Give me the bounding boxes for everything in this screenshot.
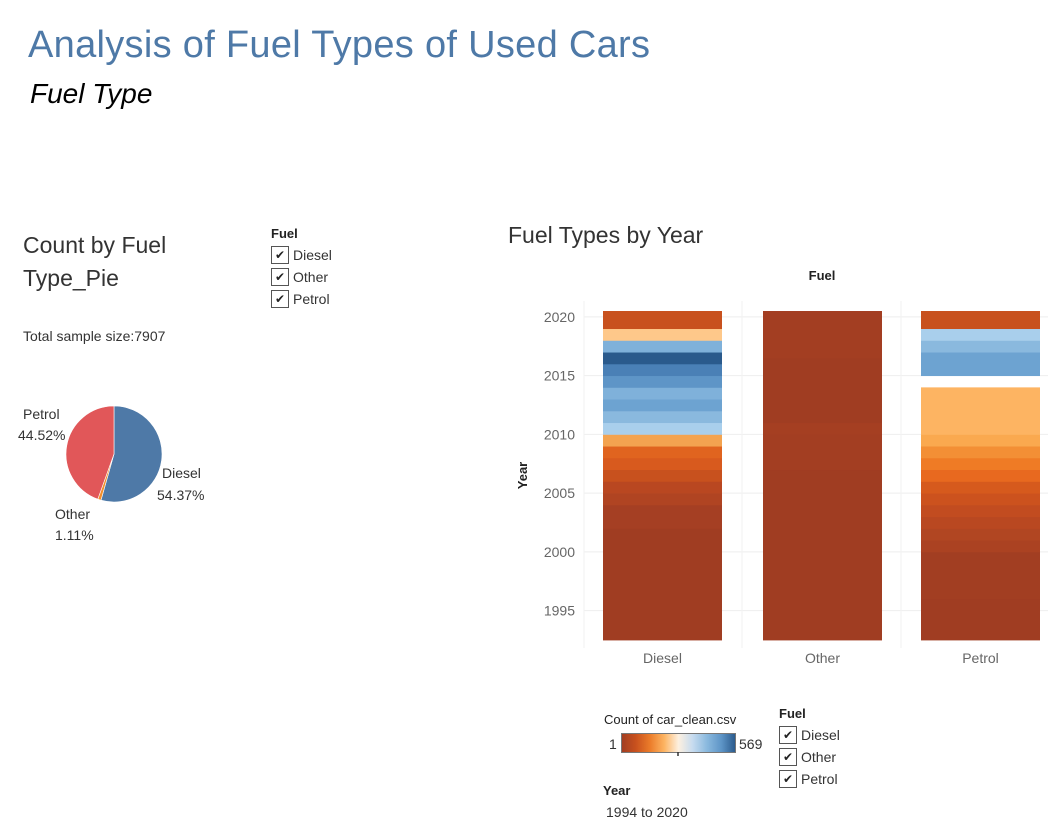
heatmap-cell-diesel[interactable] [603, 363, 722, 377]
pie-label-petrol: Petrol [23, 406, 60, 422]
fuel-filter-item-diesel[interactable]: ✔ Diesel [779, 724, 840, 746]
fuel-filter-label: Diesel [293, 247, 332, 263]
color-legend-bar [621, 733, 736, 756]
y-tick-label: 2015 [544, 368, 575, 384]
pie-value-petrol: 44.52% [18, 427, 65, 443]
heatmap-cell-diesel[interactable] [603, 387, 722, 400]
heatmap-cell-diesel[interactable] [603, 422, 722, 435]
color-legend-title: Count of car_clean.csv [604, 712, 737, 727]
heatmap-cell-petrol[interactable] [921, 504, 1040, 518]
heatmap-cell-other[interactable] [763, 434, 882, 471]
heatmap-cell-other[interactable] [763, 469, 882, 641]
x-tick-label: Other [805, 650, 840, 666]
pie-label-other: Other [55, 506, 90, 522]
fuel-filter-item-other[interactable]: ✔ Other [779, 746, 840, 768]
color-legend-min: 1 [609, 736, 617, 752]
fuel-filter-top: Fuel ✔ Diesel ✔ Other ✔ Petrol [271, 226, 332, 310]
x-tick-label: Diesel [643, 650, 682, 666]
fuel-filter-title: Fuel [779, 706, 806, 721]
fuel-filter-label: Petrol [801, 771, 838, 787]
heatmap-cell-diesel[interactable] [603, 311, 722, 330]
fuel-filter-label: Diesel [801, 727, 840, 743]
checkbox-checked-icon[interactable]: ✔ [271, 290, 289, 308]
checkbox-checked-icon[interactable]: ✔ [271, 246, 289, 264]
checkbox-checked-icon[interactable]: ✔ [779, 748, 797, 766]
heatmap-cell-petrol[interactable] [921, 481, 1040, 494]
pie-slice-petrol[interactable] [65, 405, 115, 500]
y-tick-label: 2020 [544, 309, 575, 325]
heatmap-cell-petrol[interactable] [921, 340, 1040, 353]
fuel-year-heatmap: Fuel Diesel Other Petrol 1995 2000 2005 2010 201… [515, 268, 1048, 666]
heatmap-cell-other[interactable] [763, 358, 882, 424]
color-legend-gradient [621, 733, 736, 753]
fuel-filter-item-other[interactable]: ✔ Other [271, 266, 332, 288]
heatmap-cell-diesel[interactable] [603, 457, 722, 471]
heatmap-cell-petrol[interactable] [921, 328, 1040, 341]
heatmap-cell-diesel[interactable] [603, 469, 722, 482]
pie-chart: Diesel 54.37% Other 1.11% Petrol 44.52% [18, 405, 204, 543]
page-title: Analysis of Fuel Types of Used Cars [28, 24, 651, 66]
heatmap-cell-petrol[interactable] [921, 434, 1040, 447]
fuel-filter-label: Petrol [293, 291, 330, 307]
heatmap-cell-petrol[interactable] [921, 311, 1040, 330]
pie-label-diesel: Diesel [162, 465, 201, 481]
heatmap-cell-petrol[interactable] [921, 516, 1040, 529]
heatmap-cell-diesel[interactable] [603, 434, 722, 447]
year-filter-range[interactable]: 1994 to 2020 [606, 804, 688, 820]
heatmap-cell-diesel[interactable] [603, 493, 722, 506]
pie-slice-diesel[interactable] [100, 405, 163, 503]
heatmap-cell-diesel[interactable] [603, 399, 722, 412]
heatmap-cell-diesel[interactable] [603, 352, 722, 365]
heatmap-cell-diesel[interactable] [603, 328, 722, 341]
fuel-filter-label: Other [801, 749, 837, 765]
heatmap-cell-petrol[interactable] [921, 540, 1040, 553]
page-subtitle: Fuel Type [30, 78, 153, 109]
fuel-filter-bottom: Fuel ✔ Diesel ✔ Other ✔ Petrol [779, 706, 840, 790]
heatmap-column-header: Fuel [809, 268, 836, 283]
pie-value-diesel: 54.37% [157, 487, 204, 503]
fuel-filter-label: Other [293, 269, 329, 285]
heatmap-cell-other[interactable] [763, 422, 882, 435]
heatmap-cell-petrol[interactable] [921, 528, 1040, 541]
year-filter-title: Year [603, 783, 631, 798]
heatmap-cell-petrol[interactable] [921, 493, 1040, 506]
pie-value-other: 1.11% [55, 527, 94, 543]
heatmap-cell-petrol[interactable] [921, 387, 1040, 435]
heatmap-cell-other[interactable] [763, 311, 882, 359]
checkbox-checked-icon[interactable]: ✔ [779, 770, 797, 788]
heatmap-cell-petrol[interactable] [921, 352, 1040, 377]
checkbox-checked-icon[interactable]: ✔ [779, 726, 797, 744]
y-axis-label: Year [515, 462, 530, 489]
color-legend-max: 569 [739, 736, 763, 752]
heatmap-cell-petrol[interactable] [921, 457, 1040, 471]
fuel-filter-title: Fuel [271, 226, 298, 241]
heatmap-cell-diesel[interactable] [603, 528, 722, 641]
fuel-filter-item-diesel[interactable]: ✔ Diesel [271, 244, 332, 266]
x-tick-label: Petrol [962, 650, 999, 666]
sample-size-text: Total sample size:7907 [23, 328, 166, 344]
fuel-filter-item-petrol[interactable]: ✔ Petrol [779, 768, 840, 790]
y-tick-label: 2000 [544, 544, 575, 560]
heatmap-cell-petrol[interactable] [921, 446, 1040, 459]
heatmap-cell-petrol[interactable] [921, 598, 1040, 641]
heatmap-cell-diesel[interactable] [603, 446, 722, 459]
heatmap-cell-petrol[interactable] [921, 469, 1040, 482]
heatmap-cell-petrol[interactable] [921, 551, 1040, 600]
heatmap-cell-diesel[interactable] [603, 375, 722, 388]
bar-chart-title: Fuel Types by Year [508, 222, 704, 248]
checkbox-checked-icon[interactable]: ✔ [271, 268, 289, 286]
heatmap-cell-diesel[interactable] [603, 340, 722, 353]
y-tick-label: 2010 [544, 426, 575, 442]
heatmap-cell-diesel[interactable] [603, 504, 722, 529]
fuel-filter-item-petrol[interactable]: ✔ Petrol [271, 288, 332, 310]
heatmap-cell-diesel[interactable] [603, 410, 722, 424]
y-tick-label: 1995 [544, 603, 575, 619]
y-tick-label: 2005 [544, 485, 575, 501]
heatmap-cell-diesel[interactable] [603, 481, 722, 494]
pie-chart-title: Count by Fuel Type_Pie [23, 232, 167, 291]
